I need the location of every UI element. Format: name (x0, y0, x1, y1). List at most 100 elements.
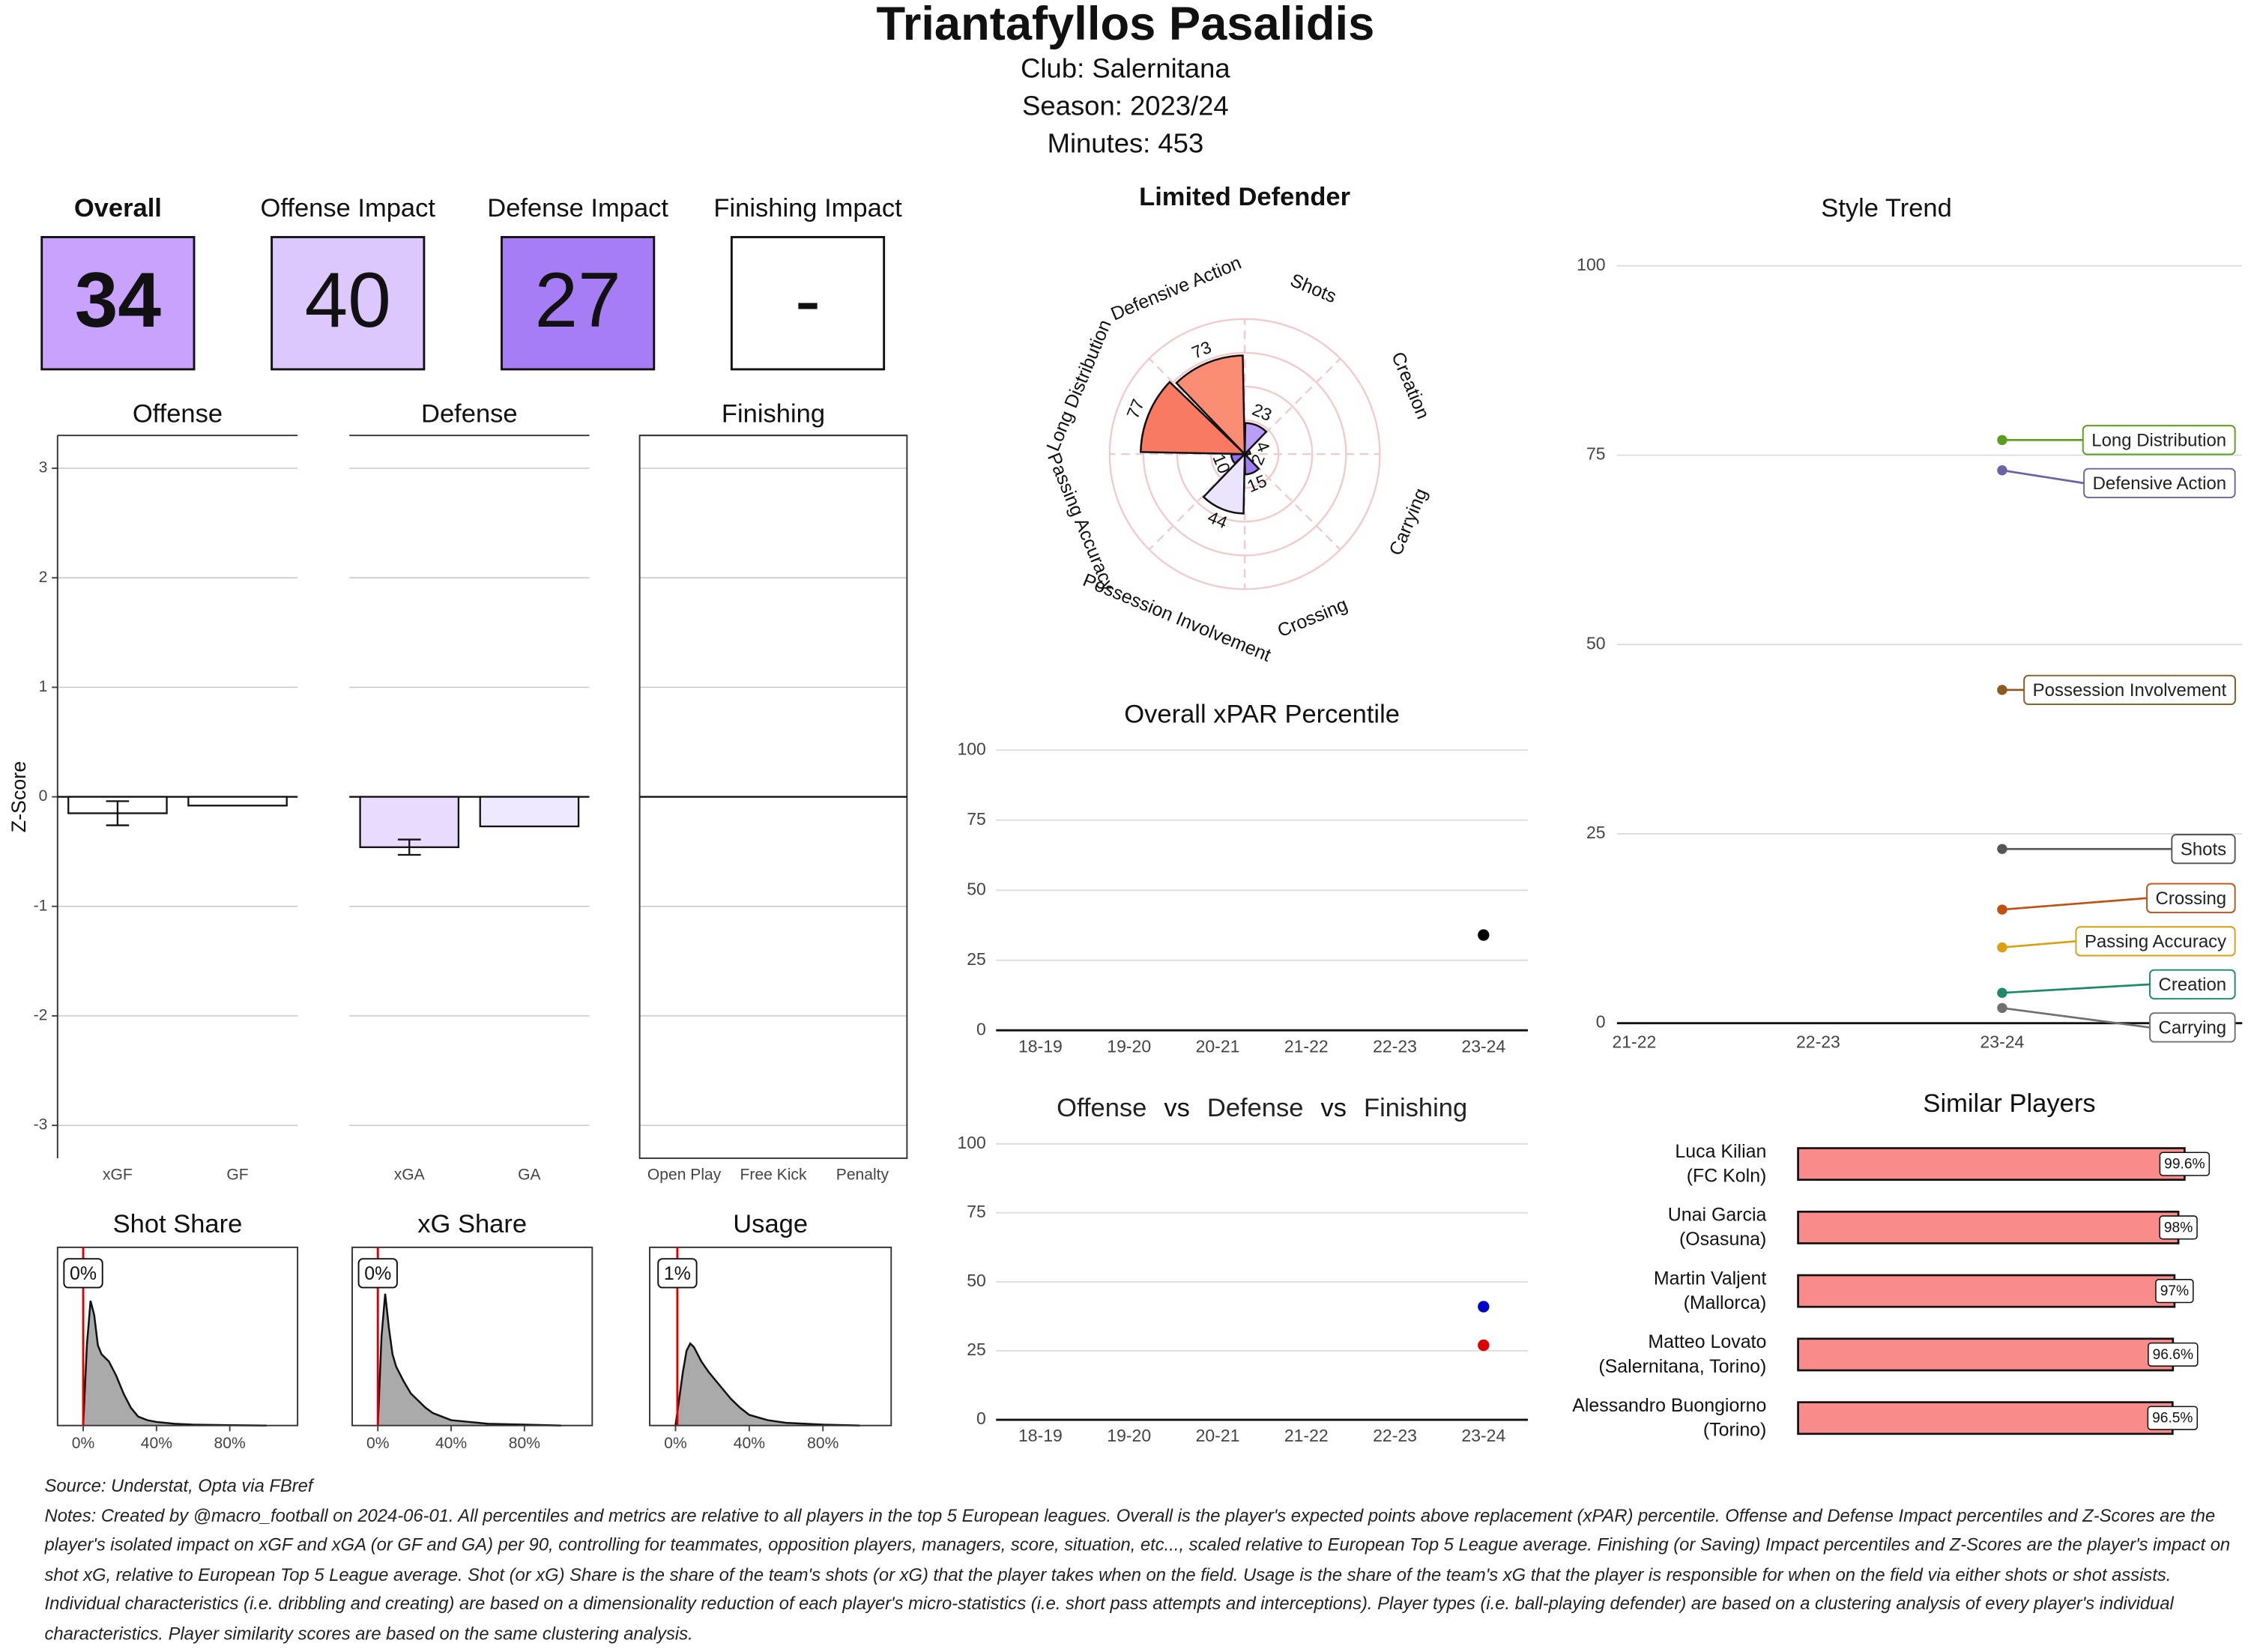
x-tick-label: 20-21 (1196, 1036, 1240, 1056)
y-tick-label: -3 (34, 1116, 48, 1134)
y-tick-label: 100 (957, 739, 985, 758)
value-label: 99.6% (2164, 1157, 2205, 1173)
y-tick-label: 0 (1596, 1012, 1606, 1032)
x-tick-label: 40% (141, 1435, 172, 1452)
legend-box (2171, 834, 2236, 865)
x-tick-label: 80% (807, 1435, 839, 1452)
x-tick-label: 0% (664, 1435, 686, 1452)
marker-label: 1% (664, 1263, 691, 1284)
value-label: 98% (2164, 1220, 2193, 1235)
tile-box (40, 236, 196, 371)
value-label: 96.6% (2153, 1347, 2193, 1363)
category-label: Luca Kilian (1675, 1141, 1766, 1162)
bar (187, 796, 288, 807)
bar (1797, 1274, 2176, 1308)
subtitle: Minutes: 453 (1048, 127, 1204, 158)
chart-title: Limited Defender (1139, 183, 1350, 211)
marker-label-box (63, 1258, 103, 1289)
category-note: (Osasuna) (1679, 1229, 1766, 1250)
marker-label: 0% (70, 1263, 97, 1284)
x-tick-label: 19-20 (1107, 1426, 1151, 1445)
category-note: (Mallorca) (1684, 1292, 1767, 1313)
notes-block: Source: Understat, Opta via FBref Notes:… (45, 1471, 2237, 1648)
tile-label: Offense Impact (261, 194, 436, 223)
panel-frame (649, 1246, 892, 1426)
x-tick-label: 23-24 (1461, 1426, 1505, 1445)
value-label: 97% (2160, 1283, 2189, 1299)
tile-label: Overall (74, 194, 162, 223)
x-tick-label: xGA (394, 1167, 426, 1184)
x-tick-label: GA (518, 1167, 541, 1184)
label-leader (2001, 940, 2076, 948)
legend-label: Creation (2159, 975, 2227, 995)
y-axis-label: Z-Score (7, 761, 30, 832)
legend-box (2075, 926, 2236, 957)
y-tick-label: -2 (34, 1006, 48, 1023)
marker-label: 0% (364, 1263, 391, 1284)
subtitle: Season: 2023/24 (1022, 90, 1229, 121)
value-label-box (2159, 1215, 2198, 1240)
panel-title: Shot Share (113, 1210, 243, 1238)
value-label: 96.5% (2152, 1411, 2193, 1426)
x-tick-label: 21-22 (1284, 1426, 1329, 1445)
legend-label: Defense (1207, 1094, 1304, 1122)
x-tick-label: 80% (214, 1435, 246, 1452)
panel-frame (351, 1246, 593, 1426)
legend-box (2149, 969, 2236, 1000)
facet-title: Finishing (722, 399, 825, 428)
value-label-box (2159, 1152, 2211, 1176)
density-fill (378, 1293, 561, 1426)
dot (1478, 1339, 1490, 1352)
title: Triantafyllos Pasalidis (877, 0, 1375, 50)
y-tick-label: 0 (976, 1409, 986, 1428)
tile-value: 34 (75, 256, 162, 343)
title-separator: vs (1164, 1094, 1190, 1122)
category-label: Carrying (1386, 485, 1432, 559)
category-label: Creation (1387, 349, 1433, 423)
x-tick-label: 22-23 (1373, 1036, 1417, 1056)
y-tick-label: 50 (967, 1271, 986, 1290)
legend-label: Long Distribution (2091, 431, 2226, 451)
category-note: (Salernitana, Torino) (1598, 1356, 1766, 1377)
polar-bar (1175, 354, 1246, 457)
legend-label: Shots (2181, 839, 2226, 859)
x-tick-label: 21-22 (1612, 1032, 1656, 1052)
tile-label: Defense Impact (487, 194, 668, 223)
value-label-box (2147, 1406, 2199, 1430)
x-tick-label: 22-23 (1796, 1032, 1840, 1052)
legend-label: Crossing (2156, 889, 2227, 909)
x-tick-label: GF (226, 1167, 248, 1184)
value-label-box (2148, 1342, 2199, 1367)
marker-label-box (357, 1258, 398, 1289)
bar (479, 796, 580, 828)
y-tick-label: 25 (967, 1340, 986, 1359)
notes-box: Source: Understat, Opta via FBref Notes:… (45, 1471, 2237, 1648)
panel-title: Usage (733, 1210, 808, 1238)
legend-label: Passing Accuracy (2085, 932, 2226, 952)
y-tick-label: 25 (967, 949, 986, 969)
x-tick-label: 20-21 (1196, 1426, 1240, 1445)
x-tick-label: 40% (435, 1435, 467, 1452)
bar (1797, 1210, 2180, 1244)
density-fill (675, 1343, 860, 1426)
dot (1478, 929, 1490, 941)
category-label: Crossing (1275, 594, 1351, 642)
value-label: 77 (1123, 396, 1148, 422)
x-tick-label: 19-20 (1107, 1036, 1151, 1056)
y-tick-label: 0 (976, 1019, 986, 1038)
chart-title: Similar Players (1923, 1089, 2095, 1118)
x-tick-label: 0% (72, 1435, 94, 1452)
title-separator: vs (1320, 1094, 1347, 1122)
label-leader (2001, 983, 2151, 994)
category-label: Defensive Action (1108, 252, 1244, 325)
tile-value: 27 (535, 256, 621, 343)
legend-box (2023, 674, 2236, 706)
label-leader (2001, 897, 2148, 911)
category-note: (FC Koln) (1687, 1165, 1767, 1186)
category-label: Passing Accuracy (1043, 450, 1119, 594)
facet-title: Defense (421, 399, 518, 428)
tile-box (730, 236, 886, 371)
tile-value: 40 (305, 256, 391, 343)
bar (1797, 1401, 2174, 1435)
